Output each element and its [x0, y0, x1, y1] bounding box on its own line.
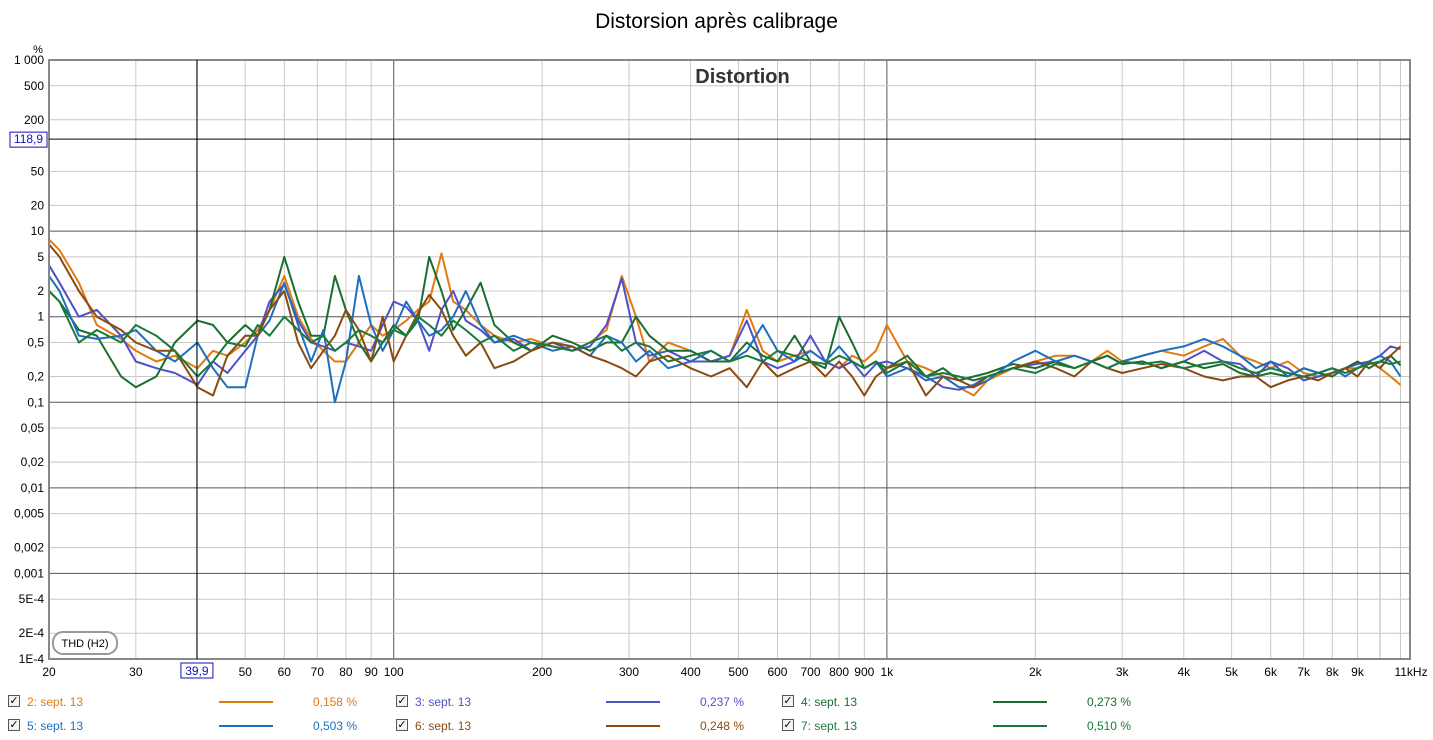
y-tick-label: 0,1: [27, 395, 44, 409]
chart-title: Distorsion après calibrage: [595, 10, 838, 33]
plot-area: [49, 60, 1410, 659]
thd-mode-label: THD (H2): [61, 638, 108, 650]
x-tick-label: 600: [767, 665, 787, 679]
legend-value: 0,273 %: [1086, 695, 1131, 709]
series-layer: [48, 238, 1402, 404]
x-tick-label: 50: [239, 665, 253, 679]
x-tick-label: 6k: [1264, 665, 1278, 679]
cursor-y-readout-box: [9, 131, 48, 148]
legend-value: 0,237 %: [699, 695, 744, 709]
y-tick-label: 2: [37, 284, 44, 298]
legend-value: 0,510 %: [1086, 719, 1131, 733]
x-tick-label: 80: [339, 665, 353, 679]
legend-line-swatch: [993, 701, 1047, 703]
cursor-y-readout: 118,9: [14, 132, 43, 146]
series-visibility-checkbox[interactable]: ✓: [8, 695, 20, 707]
x-tick-label: 100: [384, 665, 404, 679]
legend-value: 0,158 %: [312, 695, 357, 709]
legend-line-swatch: [219, 725, 273, 727]
cursor-x-readout: 39,9: [185, 664, 209, 678]
y-tick-label: 50: [31, 164, 45, 178]
legend-series-name: 2: sept. 13: [27, 695, 84, 709]
legend-series-name: 3: sept. 13: [415, 695, 472, 709]
legend-row: ✓ 2: sept. 13 0,158 % ✓ 3: sept. 13 0,237 % ✓ 4…: [0, 693, 1433, 713]
y-tick-label: 5: [37, 250, 44, 264]
plot-frame: [48, 59, 1411, 660]
series-line-6: [48, 243, 1402, 397]
legend-line-swatch: [219, 701, 273, 703]
x-tick-label: 9k: [1351, 665, 1365, 679]
x-tick-label: 200: [532, 665, 552, 679]
y-tick-label: 0,01: [21, 481, 45, 495]
series-visibility-checkbox[interactable]: ✓: [396, 719, 408, 731]
y-axis-unit: %: [33, 44, 43, 56]
cursor[interactable]: 118,9 39,9: [9, 60, 1410, 679]
legend-value: 0,248 %: [699, 719, 744, 733]
x-tick-label: 3k: [1116, 665, 1130, 679]
y-tick-label: 20: [31, 198, 45, 212]
y-tick-label: 0,02: [21, 455, 45, 469]
thd-mode-badge[interactable]: [52, 631, 118, 655]
x-tick-label: 11kHz: [1394, 665, 1427, 679]
legend-value: 0,503 %: [312, 719, 357, 733]
y-tick-label: 200: [24, 113, 44, 127]
x-tick-label: 400: [681, 665, 701, 679]
x-tick-label: 2k: [1029, 665, 1043, 679]
y-tick-label: 0,05: [21, 421, 45, 435]
y-tick-label: 1 000: [14, 53, 44, 67]
x-tick-label: 5k: [1225, 665, 1239, 679]
x-tick-label: 900: [854, 665, 874, 679]
series-visibility-checkbox[interactable]: ✓: [782, 695, 794, 707]
x-tick-label: 4k: [1177, 665, 1191, 679]
legend-row: ✓ 5: sept. 13 0,503 % ✓ 6: sept. 13 0,248 % ✓ 7…: [0, 717, 1433, 737]
x-tick-label: 8k: [1326, 665, 1340, 679]
series-visibility-checkbox[interactable]: ✓: [782, 719, 794, 731]
legend-series-name: 4: sept. 13: [801, 695, 858, 709]
series-visibility-checkbox[interactable]: ✓: [8, 719, 20, 731]
legend-series-name: 5: sept. 13: [27, 719, 84, 733]
grid: [48, 59, 1410, 660]
series-line-7: [48, 290, 1401, 382]
y-tick-label: 0,002: [14, 541, 44, 555]
x-tick-label: 60: [278, 665, 292, 679]
x-tick-label: 800: [829, 665, 849, 679]
y-tick-label: 0,2: [27, 370, 44, 384]
x-tick-label: 500: [728, 665, 748, 679]
legend-line-swatch: [606, 725, 660, 727]
x-tick-label: 700: [800, 665, 820, 679]
y-tick-label: 1: [37, 310, 44, 324]
x-tick-label: 1k: [881, 665, 895, 679]
y-tick-label: 0,5: [27, 335, 44, 349]
y-tick-label: 10: [31, 224, 45, 238]
axes: 1 000 500 200 50 20 10 5 2 1 0,5 0,2 0,1 0,05 0,02 0,0…: [14, 44, 1428, 679]
series-visibility-checkbox[interactable]: ✓: [396, 695, 408, 707]
legend-series-name: 7: sept. 13: [801, 719, 858, 733]
distortion-chart: 1 000 500 200 50 20 10 5 2 1 0,5 0,2 0,1 0,05 0,02 0,0…: [9, 44, 1428, 679]
x-tick-label: 90: [364, 665, 378, 679]
legend-line-swatch: [606, 701, 660, 703]
y-tick-label: 0,005: [14, 507, 44, 521]
y-tick-label: 2E-4: [19, 626, 45, 640]
chart-subtitle: Distortion: [695, 66, 789, 88]
legend-line-swatch: [993, 725, 1047, 727]
y-tick-label: 5E-4: [19, 592, 45, 606]
y-tick-label: 0,001: [14, 566, 44, 580]
y-tick-label: 500: [24, 79, 44, 93]
legend-series-name: 6: sept. 13: [415, 719, 472, 733]
x-tick-label: 20: [42, 665, 56, 679]
cursor-x-readout-box: [180, 662, 214, 679]
x-tick-label: 300: [619, 665, 639, 679]
x-tick-label: 70: [311, 665, 325, 679]
y-tick-label: 1E-4: [19, 652, 45, 666]
x-tick-label: 30: [129, 665, 143, 679]
x-tick-label: 7k: [1297, 665, 1311, 679]
